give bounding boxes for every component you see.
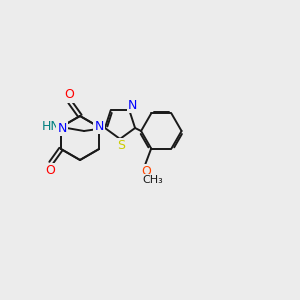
Text: O: O bbox=[45, 164, 55, 176]
Text: HN: HN bbox=[42, 121, 60, 134]
Text: N: N bbox=[94, 119, 104, 133]
Text: N: N bbox=[57, 122, 67, 134]
Text: CH₃: CH₃ bbox=[143, 175, 164, 184]
Text: N: N bbox=[128, 99, 137, 112]
Text: methoxy: methoxy bbox=[153, 177, 159, 178]
Text: O: O bbox=[64, 88, 74, 101]
Text: S: S bbox=[117, 140, 125, 152]
Text: O: O bbox=[141, 165, 151, 178]
